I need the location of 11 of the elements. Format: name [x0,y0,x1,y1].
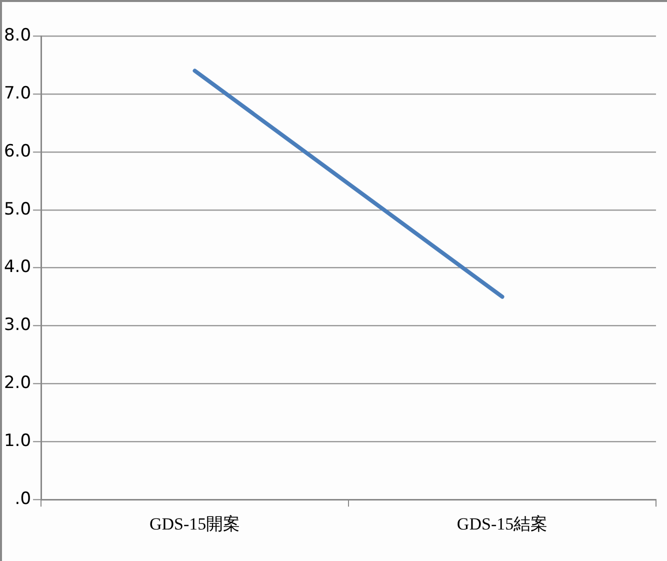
y-tick-label: 5.0 [4,199,32,220]
y-tick-label: 3.0 [4,315,32,336]
x-tick-label: GDS-15結案 [456,514,548,534]
y-tick-label: 4.0 [4,257,32,278]
y-tick-label: 1.0 [4,431,32,452]
y-tick-label: 6.0 [4,141,32,162]
y-tick-label: 2.0 [4,373,32,394]
y-tick-label: 7.0 [4,83,32,104]
y-tick-label: 8.0 [4,25,32,46]
y-tick-label: .0 [14,489,32,510]
x-tick-label: GDS-15開案 [149,514,240,534]
